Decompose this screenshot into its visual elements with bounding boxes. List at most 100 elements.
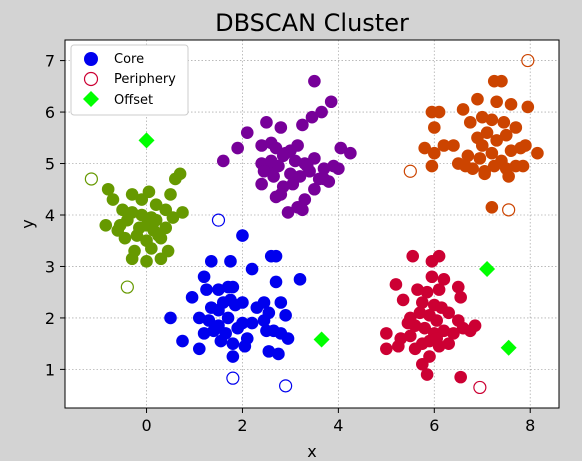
core-point xyxy=(324,95,338,109)
core-point xyxy=(257,164,271,178)
core-point xyxy=(430,314,443,327)
core-point xyxy=(202,314,216,327)
core-point xyxy=(149,213,163,227)
core-point xyxy=(447,327,460,340)
core-point xyxy=(267,170,280,183)
legend-offset-marker xyxy=(83,91,99,107)
legend-box xyxy=(70,44,189,116)
core-point xyxy=(428,146,441,160)
core-point xyxy=(418,321,432,335)
core-point xyxy=(245,316,259,330)
core-point xyxy=(226,280,240,294)
core-point xyxy=(509,121,523,134)
core-point xyxy=(197,270,211,284)
core-point xyxy=(245,262,259,276)
y-tick-label: 7 xyxy=(45,52,55,71)
core-point xyxy=(442,337,455,350)
core-point xyxy=(185,291,199,304)
x-tick-label: 2 xyxy=(237,416,247,435)
core-point xyxy=(317,172,331,186)
legend-offset-label: Offset xyxy=(114,93,153,108)
core-point xyxy=(197,327,211,340)
core-point xyxy=(240,126,254,139)
core-point xyxy=(308,182,321,196)
core-point xyxy=(432,249,446,263)
core-point xyxy=(200,283,213,296)
core-point xyxy=(380,342,393,356)
core-point xyxy=(274,296,288,309)
core-point xyxy=(420,368,434,381)
core-point xyxy=(125,206,139,219)
core-point xyxy=(272,347,285,361)
core-point xyxy=(145,242,158,255)
core-point xyxy=(231,141,244,155)
core-point xyxy=(521,100,535,114)
core-point xyxy=(140,255,153,268)
core-point xyxy=(176,206,189,219)
core-point xyxy=(504,98,518,111)
core-point xyxy=(281,206,295,219)
core-point xyxy=(305,110,319,124)
core-point xyxy=(164,188,177,201)
core-point xyxy=(473,152,487,165)
legend-core-label: Core xyxy=(114,52,144,67)
core-point xyxy=(101,182,115,196)
core-point xyxy=(274,188,288,201)
core-point xyxy=(269,275,283,289)
core-point xyxy=(281,332,295,345)
core-point xyxy=(516,159,530,173)
periphery-point xyxy=(403,164,417,178)
core-point xyxy=(478,167,491,181)
ticks: 0 2 4 6 8 1 2 3 4 5 6 7 xyxy=(45,52,536,435)
core-point xyxy=(154,252,168,266)
core-point xyxy=(447,139,460,152)
core-point xyxy=(257,314,271,327)
data-points xyxy=(84,53,544,395)
core-point xyxy=(408,342,422,356)
core-point xyxy=(118,231,132,245)
core-point xyxy=(430,332,443,345)
core-point xyxy=(236,296,249,309)
core-point xyxy=(502,170,515,183)
core-point xyxy=(315,105,328,119)
core-point xyxy=(204,255,218,268)
core-point xyxy=(257,296,271,309)
core-point xyxy=(418,141,432,155)
core-point xyxy=(236,229,249,242)
core-point xyxy=(432,105,446,119)
y-tick-label: 5 xyxy=(45,155,55,174)
core-point xyxy=(468,319,482,332)
core-point xyxy=(255,177,268,191)
x-tick-label: 8 xyxy=(525,416,535,435)
plot-frame xyxy=(64,39,560,409)
core-point xyxy=(164,311,177,325)
core-point xyxy=(159,221,173,235)
legend-periphery-label: Periphery xyxy=(114,72,176,87)
core-point xyxy=(284,167,297,181)
chart-title: DBSCAN Cluster xyxy=(215,9,409,37)
core-point xyxy=(116,203,129,217)
core-point xyxy=(413,306,427,320)
core-point xyxy=(269,249,283,263)
core-point xyxy=(416,296,429,309)
offset-point xyxy=(313,331,330,348)
core-point xyxy=(176,334,189,348)
periphery-point xyxy=(521,53,535,68)
core-point xyxy=(531,146,544,160)
core-point xyxy=(396,293,410,307)
core-point xyxy=(226,337,240,350)
core-point xyxy=(260,116,273,129)
core-point xyxy=(380,327,393,340)
periphery-point xyxy=(502,203,516,217)
core-point xyxy=(442,306,455,320)
core-point xyxy=(485,113,499,127)
core-point xyxy=(308,74,321,88)
core-point xyxy=(454,291,467,304)
core-point xyxy=(231,321,244,335)
core-point xyxy=(238,339,252,353)
core-point xyxy=(286,177,300,191)
core-point xyxy=(192,311,206,325)
core-point xyxy=(135,208,149,222)
core-point xyxy=(456,103,470,116)
core-point xyxy=(475,110,489,124)
